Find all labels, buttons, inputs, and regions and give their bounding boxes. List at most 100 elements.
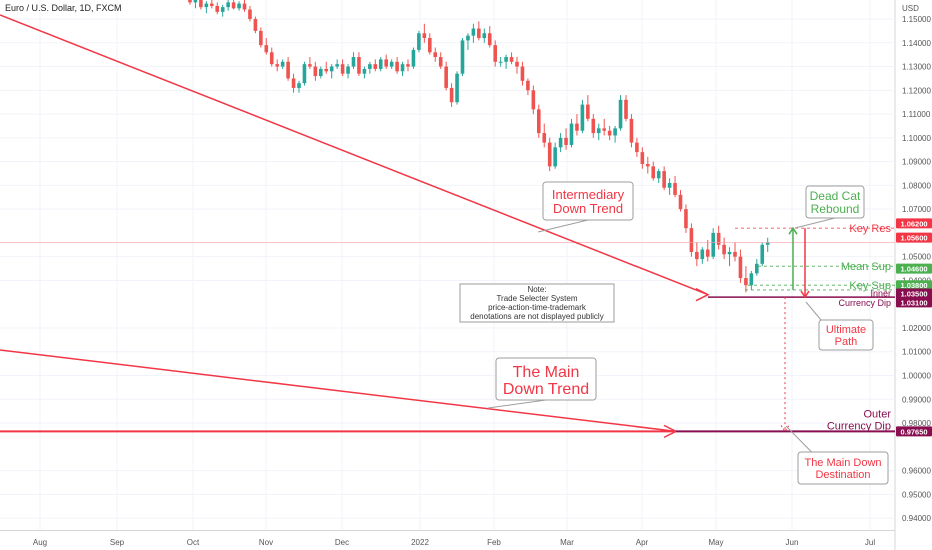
ultimate-callout-line2: Path bbox=[835, 336, 858, 348]
candle-body bbox=[602, 128, 606, 131]
x-tick-label: Oct bbox=[187, 538, 200, 547]
x-tick-label: Dec bbox=[335, 538, 349, 547]
y-tick-label: 1.11000 bbox=[902, 110, 931, 119]
candle bbox=[569, 118, 574, 148]
candle-body bbox=[624, 99, 628, 119]
candle-body bbox=[673, 183, 677, 195]
candle bbox=[760, 242, 765, 267]
candle-body bbox=[455, 73, 459, 103]
candle bbox=[482, 28, 487, 43]
candle bbox=[695, 242, 699, 267]
candle bbox=[248, 5, 252, 22]
candle-body bbox=[498, 61, 503, 63]
y-tick-label: 0.96000 bbox=[902, 467, 931, 476]
candle-body bbox=[231, 2, 236, 9]
candle-body bbox=[509, 57, 514, 62]
candle bbox=[188, 0, 192, 5]
candle bbox=[509, 52, 514, 65]
candle bbox=[493, 40, 497, 67]
candle-body bbox=[406, 64, 410, 67]
candle-body bbox=[760, 244, 765, 264]
candle bbox=[417, 30, 421, 53]
candle bbox=[335, 59, 339, 69]
candle bbox=[384, 54, 388, 69]
candle bbox=[395, 57, 399, 74]
candle-body bbox=[520, 66, 525, 81]
candle bbox=[389, 59, 394, 69]
candle-body bbox=[193, 0, 198, 3]
candle-body bbox=[264, 45, 269, 53]
candle bbox=[547, 137, 552, 172]
candle bbox=[466, 33, 470, 50]
main-trend-line bbox=[0, 349, 677, 433]
candle-body bbox=[700, 249, 705, 260]
candle-body bbox=[373, 64, 378, 69]
candle bbox=[624, 95, 628, 122]
candle-body bbox=[433, 52, 438, 58]
candle-body bbox=[684, 209, 688, 229]
currency-dip-price-tag-text: 1.03100 bbox=[900, 298, 927, 307]
y-tick-label: 1.09000 bbox=[902, 158, 931, 167]
candle bbox=[357, 52, 361, 77]
note-line: Note: bbox=[527, 285, 546, 294]
candle bbox=[193, 0, 198, 9]
candle bbox=[400, 61, 405, 77]
candle-body bbox=[199, 0, 203, 8]
candle bbox=[646, 156, 650, 174]
candle-body bbox=[460, 40, 465, 74]
main-callout-line2: Down Trend bbox=[503, 381, 589, 398]
currency-label: USD bbox=[902, 4, 919, 13]
candle-body bbox=[553, 147, 557, 167]
candle-body bbox=[237, 3, 241, 9]
candle bbox=[640, 147, 645, 169]
x-tick-label: Sep bbox=[110, 538, 125, 547]
candle bbox=[558, 133, 563, 153]
candle bbox=[755, 259, 759, 276]
candle-body bbox=[210, 3, 214, 6]
candle bbox=[673, 175, 677, 198]
candle bbox=[324, 61, 329, 74]
candle bbox=[368, 61, 372, 74]
mean-sup-price-tag-text: 1.04600 bbox=[900, 265, 927, 274]
candle-body bbox=[220, 7, 225, 12]
candle bbox=[242, 0, 247, 12]
candle bbox=[286, 57, 290, 81]
candle bbox=[302, 61, 307, 86]
candle bbox=[275, 59, 279, 72]
chart-title: Euro / U.S. Dollar, 1D, FXCM bbox=[5, 3, 122, 13]
candle bbox=[373, 59, 378, 72]
key-sup-label: Key Sup bbox=[849, 280, 891, 292]
candle-body bbox=[275, 64, 279, 67]
candle-body bbox=[487, 33, 492, 46]
candle bbox=[455, 71, 459, 105]
candle bbox=[651, 161, 656, 181]
y-tick-label: 1.05000 bbox=[902, 253, 931, 262]
candle-body bbox=[547, 142, 552, 167]
candle-body bbox=[629, 118, 634, 143]
dead-cat-callout-line2: Rebound bbox=[811, 202, 860, 216]
candle bbox=[329, 64, 334, 79]
x-tick-label: Jul bbox=[865, 538, 875, 547]
time-axis[interactable]: Aug Sep Oct Nov Dec 2022 Feb Mar Apr May Jun Jul bbox=[33, 538, 875, 547]
candle-body bbox=[308, 64, 312, 67]
y-tick-label: 0.99000 bbox=[902, 395, 931, 404]
x-tick-label: Feb bbox=[487, 538, 501, 547]
y-tick-label: 1.02000 bbox=[902, 324, 931, 333]
candle-body bbox=[695, 251, 699, 260]
dead-cat-callout-box bbox=[805, 185, 865, 219]
candle-body bbox=[368, 64, 372, 69]
candle-body bbox=[400, 64, 405, 72]
candle bbox=[210, 0, 214, 9]
candle bbox=[406, 59, 410, 72]
candle-body bbox=[411, 49, 416, 67]
price-axis[interactable]: 1.15000 1.14000 1.13000 1.12000 1.11000 1.100… bbox=[896, 15, 932, 523]
candle bbox=[291, 73, 296, 93]
y-tick-label: 1.14000 bbox=[902, 39, 931, 48]
x-tick-label: Apr bbox=[636, 538, 649, 547]
candle bbox=[591, 114, 596, 138]
